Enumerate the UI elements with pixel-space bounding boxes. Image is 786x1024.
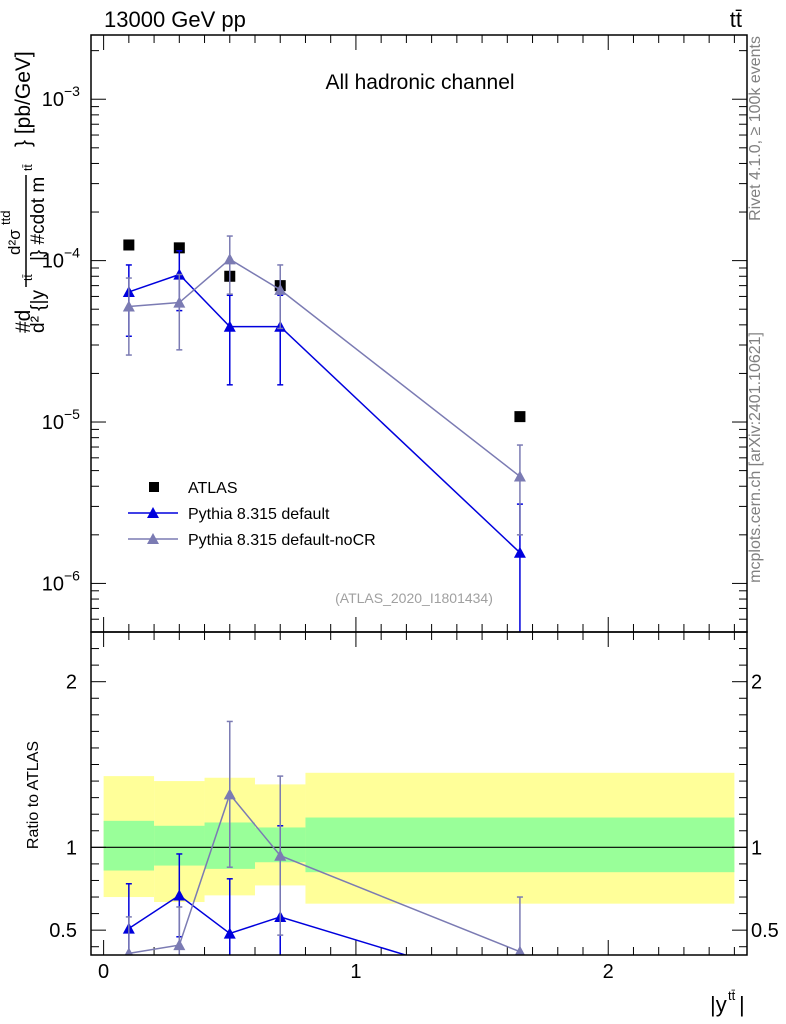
ylabel-part: tt̄	[21, 274, 35, 281]
main-panel: All hadronic channel (ATLAS_2020_I180143…	[0, 34, 748, 633]
y-tick-label: 10	[42, 251, 64, 273]
y-tick-label: 10	[42, 89, 64, 111]
legend-label: ATLAS	[188, 480, 238, 497]
energy-label: 13000 GeV pp	[104, 7, 246, 32]
data-point-triangle	[223, 927, 236, 939]
data-point-triangle	[513, 470, 526, 482]
y-tick-label-exponent: −4	[64, 245, 80, 261]
data-point-triangle	[223, 320, 236, 332]
legend-item-atlas: ATLAS	[149, 480, 238, 497]
data-point-square	[123, 239, 135, 251]
y-tick-label-exponent: −6	[64, 567, 80, 583]
y-tick-label: 1	[66, 837, 77, 859]
rivet-label: Rivet 4.1.0, ≥ 100k events	[747, 36, 764, 221]
x-tick-label: 2	[603, 961, 614, 983]
data-point-triangle	[514, 945, 525, 955]
uncertainty-band-inner	[103, 820, 155, 871]
y-tick-label: 0.5	[49, 920, 77, 942]
xlabel-main: |y	[710, 992, 727, 1017]
main-y-axis-title: #d d²σ ttd d² {|y tt̄ |} #cdot m tt̄ } […	[0, 51, 49, 333]
data-point-triangle	[173, 939, 186, 951]
y-tick-label: 10	[42, 412, 64, 434]
chart-title: All hadronic channel	[325, 71, 514, 94]
analysis-label: (ATLAS_2020_I1801434)	[335, 590, 493, 606]
legend-marker	[147, 533, 159, 544]
x-axis-title: |y tt̄ |	[710, 988, 745, 1017]
legend-item-pythia-default: Pythia 8.315 default	[128, 506, 330, 523]
xlabel-suffix: |	[739, 992, 745, 1017]
ylabel-part: tt̄	[21, 164, 35, 171]
data-point-triangle	[274, 849, 287, 861]
data-point-triangle	[124, 947, 133, 955]
y-tick-label-right: 2	[751, 672, 762, 694]
y-tick-label-right: 1	[751, 837, 762, 859]
data-point-triangle	[122, 300, 135, 312]
x-tick-label: 1	[350, 961, 361, 983]
data-point-triangle	[274, 283, 287, 295]
ylabel-part: ttd	[0, 211, 13, 225]
ylabel-part: #d	[12, 310, 35, 333]
y-tick-label-right: 0.5	[751, 920, 779, 942]
data-point-square	[514, 411, 526, 423]
legend: ATLAS Pythia 8.315 default Pythia 8.315 …	[128, 480, 376, 549]
ylabel-part: } [pb/GeV]	[12, 51, 35, 147]
data-point-triangle	[514, 984, 526, 995]
y-tick-label-exponent: −5	[64, 406, 80, 422]
x-tick-label: 0	[98, 961, 109, 983]
y-tick-label: 2	[66, 672, 77, 694]
data-point-triangle	[223, 788, 236, 800]
ratio-frame	[90, 631, 748, 956]
data-point-triangle	[513, 546, 526, 558]
data-point-square	[173, 242, 185, 254]
ylabel-part: d²σ	[5, 229, 24, 255]
y-tick-label: 10	[42, 573, 64, 595]
data-point-triangle	[173, 296, 186, 308]
data-point-triangle	[223, 253, 236, 265]
legend-item-pythia-nocr: Pythia 8.315 default-noCR	[128, 532, 376, 549]
ylabel-part: |} #cdot m	[28, 177, 49, 261]
ratio-y-axis-title: Ratio to ATLAS	[25, 741, 42, 849]
process-label: tt̄	[730, 7, 742, 32]
ylabel-part: d² {|y	[28, 290, 49, 333]
y-tick-label-exponent: −3	[64, 83, 80, 99]
legend-label: Pythia 8.315 default	[188, 506, 330, 523]
data-point-triangle	[173, 889, 186, 901]
mcplots-label: mcplots.cern.ch [arXiv:2401.10621]	[747, 332, 764, 583]
ratio-panel: 0.5 0.5 1 1 2 2 0 1 2 Ratio to ATLAS |y tt̄ |	[25, 631, 779, 1017]
uncertainty-band-inner	[305, 817, 735, 873]
xlabel-sup: tt̄	[728, 988, 736, 1003]
legend-label: Pythia 8.315 default-noCR	[188, 532, 376, 549]
ratio-series-line	[128, 894, 409, 955]
legend-marker	[149, 482, 159, 492]
legend-marker	[147, 507, 159, 518]
